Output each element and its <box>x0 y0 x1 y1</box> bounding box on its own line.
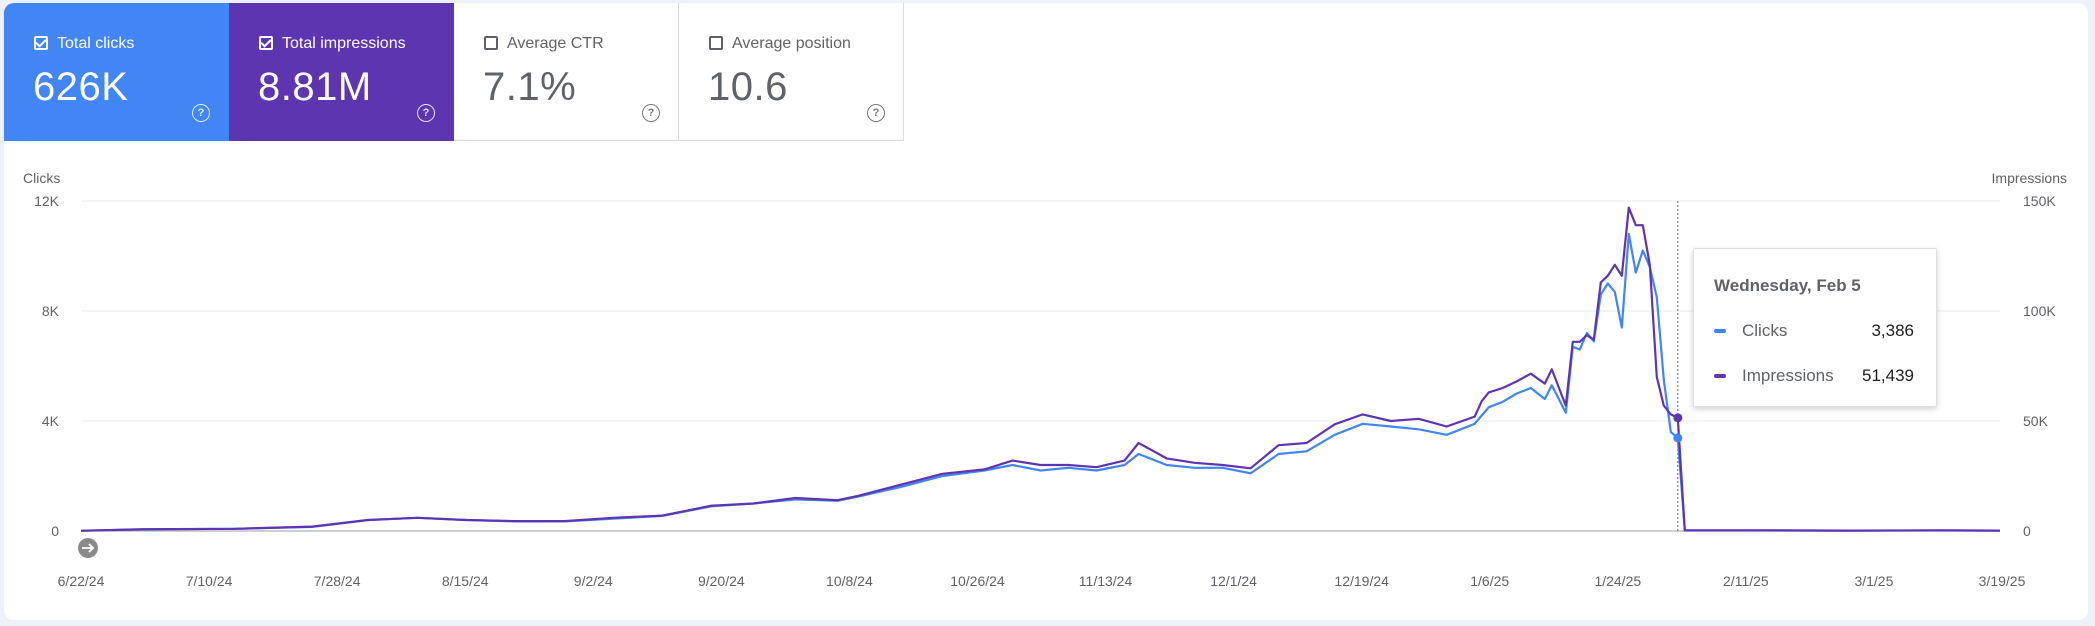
series-line-impressions[interactable] <box>80 206 2001 532</box>
x-tick-label: 7/10/24 <box>186 573 233 589</box>
tooltip-series-name: Impressions <box>1742 366 1834 385</box>
metric-value: 10.6 <box>708 65 788 109</box>
x-tick-label: 1/24/25 <box>1594 573 1641 589</box>
tooltip-series-value: 3,386 <box>1871 321 1914 340</box>
checkbox-unchecked-icon[interactable] <box>484 36 498 50</box>
metric-card-total-clicks[interactable]: Total clicks 626K ? <box>4 3 229 141</box>
y-right-tick-label: 100K <box>2023 303 2056 319</box>
x-tick-label: 12/19/24 <box>1334 573 1389 589</box>
hover-point-clicks <box>1673 433 1683 443</box>
y-right-axis-label: Impressions <box>1992 170 2067 186</box>
help-icon[interactable]: ? <box>642 104 660 122</box>
y-left-tick-label: 12K <box>34 193 60 209</box>
metric-cards: Total clicks 626K ? Total impressions 8.… <box>4 3 904 141</box>
y-left-tick-label: 8K <box>42 303 60 319</box>
x-tick-label: 3/1/25 <box>1854 573 1893 589</box>
checkbox-unchecked-icon[interactable] <box>709 36 723 50</box>
x-tick-label: 3/19/25 <box>1979 573 2026 589</box>
tooltip-series-value: 51,439 <box>1862 366 1914 385</box>
impressions-swatch <box>1714 374 1726 378</box>
y-left-axis-label: Clicks <box>23 170 60 186</box>
checkbox-checked-icon[interactable] <box>34 36 48 50</box>
help-icon[interactable]: ? <box>417 104 435 122</box>
y-left-tick-label: 4K <box>42 413 60 429</box>
arrow-right-icon <box>82 543 95 553</box>
x-tick-label: 2/11/25 <box>1723 573 1769 589</box>
y-left-tick-label: 0 <box>51 523 59 539</box>
metric-label: Total clicks <box>57 35 135 52</box>
metric-card-average-ctr[interactable]: Average CTR 7.1% ? <box>454 3 679 141</box>
x-tick-label: 9/20/24 <box>698 573 745 589</box>
x-tick-label: 12/1/24 <box>1210 573 1257 589</box>
metric-label: Total impressions <box>282 35 406 52</box>
metric-label: Average CTR <box>507 35 604 52</box>
help-icon[interactable]: ? <box>192 104 210 122</box>
tooltip-series-name: Clicks <box>1742 321 1788 340</box>
x-tick-label: 1/6/25 <box>1470 573 1509 589</box>
metric-value: 8.81M <box>258 65 372 109</box>
metric-label: Average position <box>732 35 851 52</box>
x-tick-label: 8/15/24 <box>442 573 489 589</box>
metric-value: 7.1% <box>483 65 577 109</box>
y-right-tick-label: 50K <box>2023 413 2049 429</box>
x-tick-label: 9/2/24 <box>574 573 613 589</box>
metric-value: 626K <box>33 65 129 109</box>
metric-card-average-position[interactable]: Average position 10.6 ? <box>679 3 904 141</box>
tooltip-date: Wednesday, Feb 5 <box>1714 276 1861 295</box>
chart-tooltip: Wednesday, Feb 5 Clicks 3,386 Impression… <box>1693 248 1937 407</box>
hover-point-impressions <box>1673 413 1683 423</box>
performance-chart[interactable]: 0 0 4K 50K 8K 100K 12K 150K Clicks Impressions 6/2… <box>4 3 2088 620</box>
y-right-tick-label: 0 <box>2023 523 2031 539</box>
x-tick-label: 10/8/24 <box>826 573 873 589</box>
x-tick-label: 10/26/24 <box>950 573 1005 589</box>
checkbox-checked-icon[interactable] <box>259 36 273 50</box>
help-icon[interactable]: ? <box>867 104 885 122</box>
x-tick-label: 7/28/24 <box>314 573 361 589</box>
metric-card-total-impressions[interactable]: Total impressions 8.81M ? <box>229 3 454 141</box>
x-tick-label: 11/13/24 <box>1079 573 1133 589</box>
y-right-tick-label: 150K <box>2023 193 2056 209</box>
performance-panel: Total clicks 626K ? Total impressions 8.… <box>4 3 2088 620</box>
clicks-swatch <box>1714 329 1726 333</box>
x-tick-label: 6/22/24 <box>58 573 105 589</box>
